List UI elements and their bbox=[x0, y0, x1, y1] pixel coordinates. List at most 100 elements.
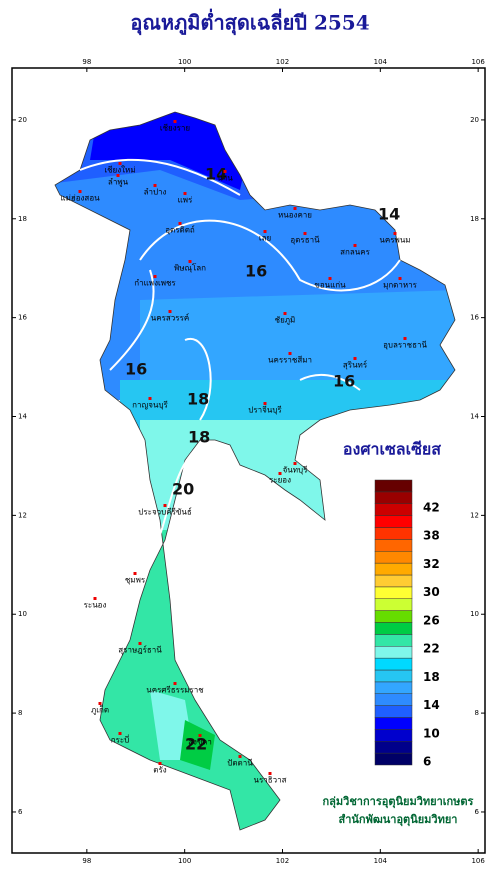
place-dot bbox=[188, 260, 192, 263]
x-tick-label: 100 bbox=[178, 58, 191, 66]
place-name: ตรัง bbox=[153, 766, 166, 775]
colorbar-box bbox=[374, 681, 413, 694]
colorbar-box bbox=[374, 669, 413, 683]
contour-label: 22 bbox=[185, 735, 207, 754]
place-dot bbox=[403, 337, 407, 340]
place-dot bbox=[173, 120, 177, 123]
colorbar-box bbox=[374, 622, 413, 635]
x-tick-label: 98 bbox=[82, 857, 91, 865]
colorbar-box bbox=[374, 586, 413, 599]
place-name: สุรินทร์ bbox=[343, 360, 368, 370]
place-dot bbox=[393, 232, 397, 235]
colorbar-label: 32 bbox=[423, 557, 440, 571]
x-tick-label: 100 bbox=[178, 857, 191, 865]
y-tick-label: 12 bbox=[470, 511, 479, 519]
place-dot bbox=[353, 357, 357, 360]
colorbar-box bbox=[374, 515, 413, 528]
colorbar-box bbox=[374, 479, 413, 493]
colorbar-box bbox=[374, 657, 413, 671]
y-tick-label: 18 bbox=[18, 215, 27, 223]
contour-label: 16 bbox=[245, 262, 267, 281]
place-name: สกลนคร bbox=[340, 248, 370, 257]
colorbar-label: 18 bbox=[423, 670, 440, 684]
colorbar: 6 10 14 18 22 26 30 32 38 42 bbox=[374, 479, 440, 769]
y-tick-label: 12 bbox=[18, 511, 27, 519]
contour-label: 16 bbox=[333, 372, 355, 391]
place-name: เชียงใหม่ bbox=[104, 166, 135, 175]
place-dot bbox=[153, 275, 157, 278]
place-dot bbox=[158, 762, 162, 765]
place-name: สุราษฎร์ธานี bbox=[118, 645, 162, 655]
legend-title: องศาเซลเซียส bbox=[343, 440, 441, 459]
colorbar-label: 42 bbox=[423, 501, 440, 515]
x-tick-label: 104 bbox=[374, 857, 388, 865]
place-name: ลำพูน bbox=[108, 178, 129, 188]
place-name: แพร่ bbox=[178, 196, 193, 205]
place-dot bbox=[278, 472, 282, 475]
contour-label: 14 bbox=[205, 165, 227, 184]
place-name: กาญจนบุรี bbox=[132, 401, 168, 410]
place-name: นครพนม bbox=[379, 236, 410, 245]
place-dot bbox=[263, 402, 267, 405]
place-name: อุตรดิตถ์ bbox=[165, 225, 195, 235]
place-dot bbox=[303, 232, 307, 235]
y-tick-label: 20 bbox=[470, 116, 479, 124]
title: อุณหภูมิต่ำสุดเฉลี่ยปี 2554 bbox=[130, 8, 369, 37]
place-dot bbox=[398, 277, 402, 280]
place-name: ชัยภูมิ bbox=[275, 316, 296, 326]
colorbar-box bbox=[374, 551, 413, 564]
place-name: ปัตตานี bbox=[227, 759, 253, 768]
x-tick-label: 106 bbox=[471, 857, 485, 865]
place-name: นราธิวาส bbox=[253, 776, 286, 785]
y-tick-label: 14 bbox=[470, 413, 479, 421]
contour-label: 16 bbox=[125, 360, 147, 379]
colorbar-box bbox=[374, 503, 413, 516]
contour-label: 20 bbox=[172, 480, 194, 499]
place-dot bbox=[148, 397, 152, 400]
place-dot bbox=[78, 190, 82, 193]
colorbar-box bbox=[374, 729, 413, 742]
place-name: หนองคาย bbox=[278, 211, 312, 220]
colorbar-box bbox=[374, 752, 413, 766]
x-tick-label: 104 bbox=[374, 58, 388, 66]
place-name: ภูเก็ต bbox=[91, 705, 109, 716]
colorbar-box bbox=[374, 610, 413, 623]
colorbar-label: 30 bbox=[423, 585, 440, 599]
place-name: จันทบุรี bbox=[283, 466, 309, 475]
y-tick-label: 20 bbox=[18, 116, 27, 124]
colorbar-label: 14 bbox=[423, 698, 440, 712]
colorbar-box bbox=[374, 574, 413, 588]
colorbar-box bbox=[374, 491, 413, 504]
place-name: นครสวรรค์ bbox=[151, 313, 189, 323]
colorbar-box bbox=[374, 693, 413, 706]
place-name: น่าน bbox=[217, 174, 233, 183]
place-name: พิษณุโลก bbox=[174, 263, 206, 273]
contour-label: 18 bbox=[188, 428, 210, 447]
place-dot bbox=[223, 170, 227, 173]
place-dot bbox=[178, 222, 182, 225]
place-dot bbox=[268, 772, 272, 775]
y-tick-label: 6 bbox=[475, 808, 480, 816]
y-tick-label: 6 bbox=[18, 808, 23, 816]
colorbar-label: 26 bbox=[423, 613, 440, 627]
place-name: แม่ฮ่องสอน bbox=[60, 194, 100, 203]
place-dot bbox=[238, 755, 242, 758]
place-dot bbox=[93, 597, 97, 600]
place-dot bbox=[168, 310, 172, 313]
y-tick-label: 14 bbox=[18, 413, 27, 421]
place-dot bbox=[98, 702, 102, 705]
place-name: นครศรีธรรมราช bbox=[146, 686, 204, 695]
colorbar-box bbox=[374, 717, 413, 730]
contour-label: 14 bbox=[378, 205, 400, 224]
y-tick-label: 18 bbox=[470, 215, 479, 223]
x-tick-label: 98 bbox=[82, 58, 91, 66]
place-dot bbox=[116, 174, 120, 177]
contours bbox=[79, 158, 401, 561]
y-tick-label: 10 bbox=[18, 610, 27, 618]
place-dot bbox=[133, 572, 137, 575]
place-dot bbox=[293, 462, 297, 465]
place-name: ปราจีนบุรี bbox=[248, 406, 282, 415]
colorbar-label: 22 bbox=[423, 642, 440, 656]
place-name: อุดรธานี bbox=[290, 236, 320, 245]
